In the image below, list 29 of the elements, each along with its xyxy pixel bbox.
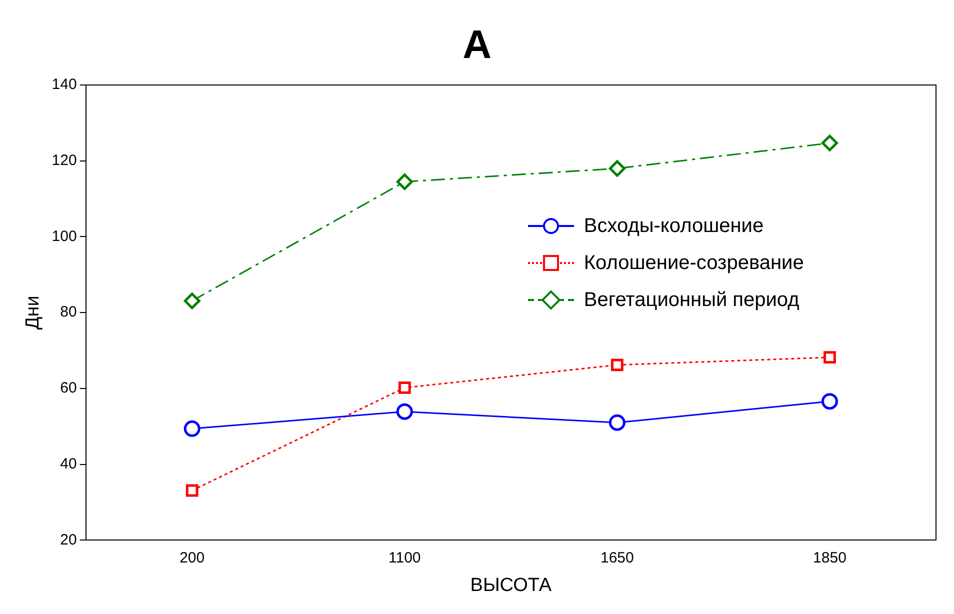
y-tick-label: 40: [60, 455, 77, 472]
x-tick-label: 1100: [388, 549, 421, 566]
point: [184, 420, 200, 437]
point: [186, 484, 198, 497]
point: [608, 160, 626, 177]
x-tick-label: 1850: [813, 549, 846, 566]
legend-label: Всходы-колошение: [584, 214, 764, 238]
y-tick-label: 120: [52, 152, 77, 170]
y-axis-title: Дни: [22, 296, 44, 330]
x-tick-label: 200: [180, 549, 205, 566]
y-tick-label: 60: [60, 380, 77, 397]
y-tick-label: 140: [52, 76, 77, 94]
y-tick-label: 80: [60, 304, 77, 321]
point: [821, 393, 838, 410]
point: [821, 134, 838, 152]
legend-label: Вегетационный период: [584, 288, 800, 312]
y-tick-label: 20: [60, 531, 77, 548]
point: [398, 382, 411, 394]
point: [396, 403, 413, 420]
x-tick-label: 1650: [600, 549, 634, 566]
legend-label: Колошение-созревание: [584, 252, 804, 275]
point: [184, 292, 200, 310]
point: [608, 414, 626, 431]
chart-title: A: [462, 23, 492, 68]
x-axis-title: ВЫСОТА: [470, 574, 552, 596]
point: [396, 173, 413, 190]
point: [610, 358, 624, 372]
point: [824, 351, 836, 364]
y-tick-label: 100: [52, 228, 77, 245]
